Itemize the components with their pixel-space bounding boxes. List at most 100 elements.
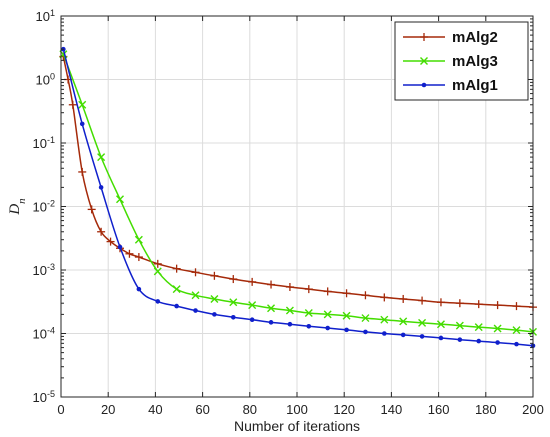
marker-stroke xyxy=(493,324,502,333)
data-point xyxy=(193,308,198,313)
data-point xyxy=(361,291,370,300)
data-point xyxy=(191,291,200,300)
legend-item: mAlg2 xyxy=(403,29,498,46)
series-layer xyxy=(59,46,537,349)
y-tick-exponent: 1 xyxy=(50,8,55,18)
y-tick-base: 10 xyxy=(33,136,47,151)
x-tick-label: 60 xyxy=(195,402,209,417)
legend-item: mAlg1 xyxy=(403,77,498,94)
data-point xyxy=(380,293,389,302)
data-point xyxy=(125,249,134,258)
data-point xyxy=(153,267,162,276)
data-point xyxy=(248,277,257,286)
data-point xyxy=(438,335,444,341)
data-point xyxy=(418,296,427,305)
data-point xyxy=(248,301,257,310)
legend: mAlg2 mAlg3 mAlg1 xyxy=(394,21,529,101)
legend-swatch-marker xyxy=(420,57,428,65)
marker-stroke xyxy=(418,318,427,327)
marker-stroke xyxy=(361,314,370,323)
marker-stroke xyxy=(420,57,428,65)
y-tick-base: 10 xyxy=(33,327,47,342)
data-point xyxy=(68,100,77,109)
data-point xyxy=(212,312,217,317)
y-tick-base: 10 xyxy=(33,390,47,405)
data-point xyxy=(229,275,238,284)
legend-item: mAlg3 xyxy=(403,53,498,70)
marker-stroke xyxy=(191,291,200,300)
x-tick-label: 200 xyxy=(522,402,544,417)
marker-stroke xyxy=(229,298,238,307)
x-tick-label: 120 xyxy=(333,402,355,417)
data-point xyxy=(493,324,502,333)
marker-stroke xyxy=(436,320,445,329)
data-point xyxy=(174,303,179,309)
data-point xyxy=(512,302,521,311)
data-point xyxy=(98,185,104,190)
marker-stroke xyxy=(210,294,219,303)
data-point xyxy=(474,300,483,309)
data-point xyxy=(287,321,293,327)
data-point xyxy=(172,264,181,273)
x-tick-label: 40 xyxy=(148,402,162,417)
data-point xyxy=(418,318,427,327)
marker-stroke xyxy=(285,306,294,315)
marker-stroke xyxy=(399,317,408,326)
data-point xyxy=(285,282,294,291)
y-tick-label: 10-4 xyxy=(33,326,55,342)
y-tick-label: 101 xyxy=(36,8,55,24)
legend-swatch-marker xyxy=(421,82,427,88)
y-tick-exponent: 0 xyxy=(50,72,55,82)
data-point xyxy=(514,341,519,347)
data-point xyxy=(78,167,87,176)
marker-stroke xyxy=(267,304,276,313)
legend-swatch-marker xyxy=(420,33,428,41)
marker-stroke xyxy=(97,153,106,162)
x-axis-label: Number of iterations xyxy=(234,418,360,434)
data-point xyxy=(134,235,143,244)
data-point xyxy=(229,298,238,307)
series-mAlg1 xyxy=(61,46,536,349)
data-point xyxy=(210,271,219,280)
x-tick-label: 160 xyxy=(428,402,450,417)
x-tick-label: 180 xyxy=(475,402,497,417)
data-point xyxy=(267,280,276,289)
y-axis-label-base: D xyxy=(7,204,23,216)
y-tick-exponent: -1 xyxy=(47,135,55,145)
data-point xyxy=(116,195,124,204)
data-point xyxy=(382,331,387,336)
marker-stroke xyxy=(134,235,143,244)
data-point xyxy=(457,337,463,342)
y-axis-label: Dn xyxy=(7,198,28,216)
data-point xyxy=(344,327,349,333)
legend-label: mAlg3 xyxy=(452,53,498,70)
marker-stroke xyxy=(474,323,483,332)
y-tick-exponent: -3 xyxy=(47,262,55,272)
series-line xyxy=(62,53,534,333)
data-point xyxy=(323,310,332,319)
legend-label: mAlg2 xyxy=(452,29,498,46)
y-tick-label: 10-2 xyxy=(33,199,55,215)
data-point xyxy=(106,237,115,246)
y-tick-label: 10-5 xyxy=(33,389,55,405)
data-point xyxy=(342,289,351,298)
data-point xyxy=(512,326,521,335)
marker-stroke xyxy=(455,321,464,330)
data-point xyxy=(230,314,236,320)
marker-stroke xyxy=(342,311,351,320)
data-point xyxy=(323,287,332,296)
data-point xyxy=(436,320,445,329)
y-tick-label: 10-1 xyxy=(33,135,55,151)
x-tick-label: 100 xyxy=(286,402,308,417)
data-point xyxy=(268,320,274,325)
data-point xyxy=(153,259,162,268)
data-point xyxy=(134,253,143,262)
marker-stroke xyxy=(172,285,181,294)
y-tick-label: 10-3 xyxy=(33,262,55,278)
data-point xyxy=(325,325,330,331)
data-point xyxy=(304,285,313,294)
data-point xyxy=(363,329,368,335)
data-point xyxy=(172,285,181,294)
